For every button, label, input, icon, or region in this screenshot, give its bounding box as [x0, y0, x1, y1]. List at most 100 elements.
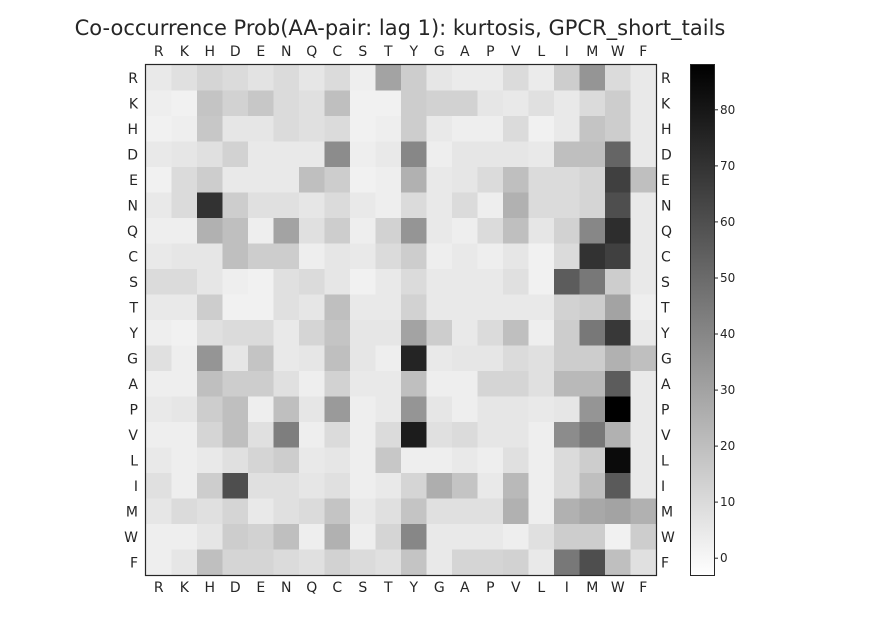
y-tick-label-left: K	[129, 96, 139, 112]
heatmap-cell-S-Q	[299, 269, 325, 295]
heatmap-cell-Y-K	[171, 320, 198, 346]
heatmap-cell-Q-F	[630, 218, 657, 244]
heatmap-cell-V-R	[146, 422, 172, 448]
heatmap-cell-M-E	[248, 498, 274, 525]
heatmap-cell-A-T	[375, 371, 402, 397]
heatmap-cell-H-R	[146, 116, 172, 142]
y-tick-label-left: E	[129, 173, 138, 189]
heatmap-cell-I-D	[222, 473, 249, 499]
heatmap-cell-V-C	[324, 422, 351, 448]
heatmap-cell-P-P	[477, 396, 504, 423]
heatmap-cell-M-V	[503, 498, 529, 525]
heatmap-cell-C-D	[222, 243, 249, 270]
heatmap-cell-L-T	[375, 447, 402, 474]
heatmap-cell-K-L	[528, 90, 555, 117]
x-tick-label-bottom: A	[460, 580, 470, 596]
heatmap-cell-C-P	[477, 243, 504, 270]
x-tick-label-top: N	[281, 44, 291, 60]
heatmap-cell-S-R	[146, 269, 172, 295]
heatmap-cell-P-H	[197, 396, 223, 423]
x-tick-label-bottom: N	[281, 580, 291, 596]
heatmap-cell-L-S	[350, 447, 376, 474]
heatmap-cell-D-T	[375, 141, 402, 168]
heatmap-cell-N-W	[605, 192, 631, 219]
heatmap-cell-L-I	[554, 447, 580, 474]
heatmap-cell-T-F	[630, 294, 657, 321]
heatmap-cell-G-T	[375, 345, 402, 372]
heatmap-cell-Q-L	[528, 218, 555, 244]
heatmap-cell-S-H	[197, 269, 223, 295]
heatmap-cell-M-D	[222, 498, 249, 525]
heatmap-cell-C-G	[426, 243, 453, 270]
heatmap-cell-W-G	[426, 524, 453, 550]
y-tick-label-left: A	[128, 377, 138, 393]
x-tick-label-bottom: K	[180, 580, 190, 596]
heatmap-cell-G-M	[579, 345, 606, 372]
y-tick-label-left: L	[130, 453, 138, 469]
heatmap-cell-D-Q	[299, 141, 325, 168]
heatmap-cell-Y-R	[146, 320, 172, 346]
y-tick-label-left: Y	[128, 326, 138, 342]
heatmap-cell-D-N	[273, 141, 300, 168]
heatmap-cell-P-E	[248, 396, 274, 423]
heatmap-cell-W-C	[324, 524, 351, 550]
y-tick-label-right: E	[661, 173, 670, 189]
heatmap-cell-P-G	[426, 396, 453, 423]
heatmap-cell-N-L	[528, 192, 555, 219]
heatmap-cell-N-Q	[299, 192, 325, 219]
heatmap-cell-K-R	[146, 90, 172, 117]
heatmap-cell-G-P	[477, 345, 504, 372]
heatmap-cell-P-F	[630, 396, 657, 423]
heatmap-cell-S-T	[375, 269, 402, 295]
heatmap-cell-A-A	[452, 371, 478, 397]
colorbar-tick-label: 0	[720, 551, 728, 565]
y-tick-label-left: I	[134, 479, 138, 495]
heatmap-cell-Q-H	[197, 218, 223, 244]
heatmap-cell-G-V	[503, 345, 529, 372]
heatmap-cell-F-S	[350, 549, 376, 576]
y-tick-label-right: F	[661, 555, 669, 571]
y-tick-label-right: D	[661, 147, 672, 163]
heatmap-cell-I-K	[171, 473, 198, 499]
heatmap-cell-K-K	[171, 90, 198, 117]
heatmap-cell-I-Q	[299, 473, 325, 499]
heatmap-cell-L-A	[452, 447, 478, 474]
heatmap-cell-L-E	[248, 447, 274, 474]
heatmap-cell-L-V	[503, 447, 529, 474]
heatmap-cell-N-S	[350, 192, 376, 219]
heatmap-cell-R-K	[171, 65, 198, 91]
heatmap-cell-K-N	[273, 90, 300, 117]
heatmap-cell-P-C	[324, 396, 351, 423]
heatmap-cell-D-G	[426, 141, 453, 168]
heatmap-cell-P-Y	[401, 396, 427, 423]
heatmap-cell-D-D	[222, 141, 249, 168]
heatmap-cell-L-G	[426, 447, 453, 474]
heatmap-cell-T-P	[477, 294, 504, 321]
heatmap-cell-A-I	[554, 371, 580, 397]
y-tick-label-right: Q	[661, 224, 672, 240]
heatmap-cell-R-C	[324, 65, 351, 91]
heatmap-cell-I-W	[605, 473, 631, 499]
y-tick-label-right: M	[661, 504, 673, 520]
heatmap-cell-D-F	[630, 141, 657, 168]
x-tick-label-top: K	[180, 44, 190, 60]
heatmap-cell-R-Y	[401, 65, 427, 91]
heatmap-cell-H-V	[503, 116, 529, 142]
x-tick-label-top: H	[205, 44, 216, 60]
heatmap-cell-T-V	[503, 294, 529, 321]
heatmap-cell-N-Y	[401, 192, 427, 219]
y-tick-label-right: N	[661, 198, 671, 214]
heatmap-cell-Y-H	[197, 320, 223, 346]
heatmap-cell-S-C	[324, 269, 351, 295]
heatmap-cell-L-L	[528, 447, 555, 474]
heatmap-cell-H-Y	[401, 116, 427, 142]
x-tick-label-top: D	[230, 44, 241, 60]
heatmap-cell-C-L	[528, 243, 555, 270]
heatmap-cell-G-G	[426, 345, 453, 372]
heatmap-cell-W-A	[452, 524, 478, 550]
heatmap-cell-Q-N	[273, 218, 300, 244]
heatmap-cell-D-C	[324, 141, 351, 168]
colorbar-tick-label: 20	[720, 439, 735, 453]
heatmap-cell-E-T	[375, 167, 402, 193]
x-tick-label-bottom: S	[358, 580, 367, 596]
